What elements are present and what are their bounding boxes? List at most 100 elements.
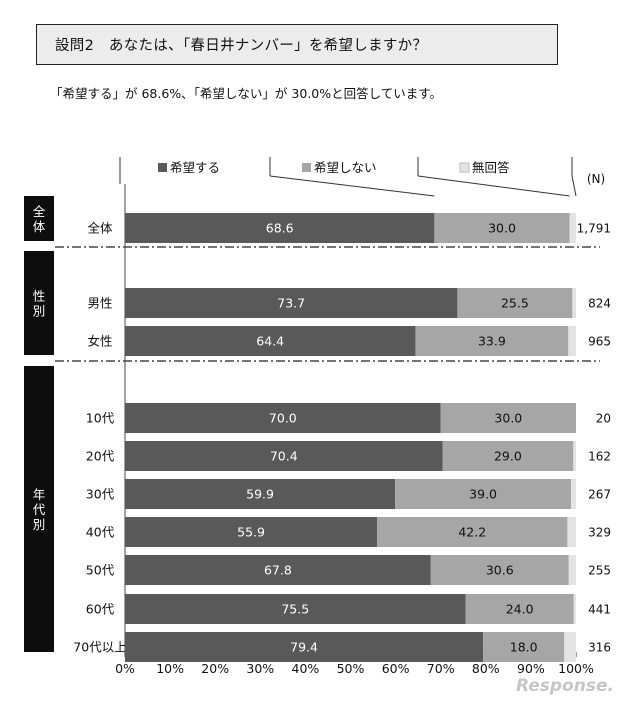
n-value: 267 — [588, 488, 611, 502]
n-value: 965 — [588, 335, 611, 349]
legend-marker-3 — [459, 162, 470, 173]
bar-1-segment — [125, 326, 416, 356]
x-tick-label: 80% — [472, 661, 500, 676]
category-label: 20代 — [86, 449, 115, 464]
bar-data-label: 70.4 — [270, 449, 298, 464]
bar-2-segment — [377, 517, 568, 547]
bar-2-segment — [430, 555, 569, 585]
category-label: 50代 — [86, 563, 115, 578]
n-value: 824 — [588, 297, 611, 311]
x-tick-label: 40% — [292, 661, 320, 676]
legend-leader — [571, 175, 577, 197]
bar-1-segment — [125, 403, 441, 433]
bar-data-label: 30.0 — [488, 221, 516, 236]
bar-3-segment — [572, 288, 576, 318]
category-label: 全体 — [87, 221, 113, 236]
bar-3-segment — [567, 517, 576, 547]
bar-3-segment — [568, 555, 576, 585]
x-tick-label: 90% — [517, 661, 545, 676]
bar-data-label: 75.5 — [281, 602, 309, 617]
n-column-header: (N) — [587, 172, 605, 186]
bar-data-label: 67.8 — [264, 563, 292, 578]
group-label-char: 性 — [33, 289, 46, 304]
x-tick-label: 70% — [427, 661, 455, 676]
bar-data-label: 70.0 — [269, 411, 297, 426]
category-label: 60代 — [86, 602, 115, 617]
bar-1-segment — [125, 441, 443, 471]
bar-2-segment — [457, 288, 573, 318]
bar-3-segment — [573, 441, 576, 471]
bar-1-segment — [125, 632, 484, 662]
legend-label-3: 無回答 — [472, 160, 510, 175]
x-tick-label: 0% — [115, 661, 135, 676]
legend-label-1: 希望する — [170, 160, 220, 175]
bar-data-label: 73.7 — [277, 296, 305, 311]
category-label: 10代 — [86, 411, 115, 426]
legend-marker-2 — [302, 163, 311, 172]
bar-data-label: 18.0 — [510, 640, 538, 655]
legend-leader — [417, 175, 570, 197]
category-label: 30代 — [86, 487, 115, 502]
group-box — [24, 251, 54, 355]
bar-2-segment — [434, 213, 570, 243]
category-label: 40代 — [86, 525, 115, 540]
bar-3-segment — [569, 213, 576, 243]
n-value: 441 — [588, 603, 611, 617]
summary-text: 「希望する」が 68.6%、「希望しない」が 30.0%と回答しています。 — [50, 86, 442, 101]
x-tick-label: 60% — [382, 661, 410, 676]
bar-1-segment — [125, 517, 378, 547]
legend-marker-1 — [158, 163, 167, 172]
bar-data-label: 42.2 — [458, 525, 486, 540]
bar-2-segment — [442, 441, 574, 471]
n-value: 329 — [588, 526, 611, 540]
legend-label-2: 希望しない — [314, 160, 377, 175]
x-tick-label: 100% — [558, 661, 594, 676]
bar-data-label: 30.6 — [486, 563, 514, 578]
group-box — [24, 196, 54, 241]
group-box — [24, 366, 54, 652]
group-label-char: 年 — [33, 487, 46, 502]
n-value: 162 — [588, 450, 611, 464]
bar-2-segment — [465, 594, 574, 624]
bar-1-segment — [125, 555, 431, 585]
bar-2-segment — [395, 479, 572, 509]
bar-1-segment — [125, 479, 396, 509]
bar-3-segment — [573, 594, 576, 624]
bar-1-segment — [125, 213, 435, 243]
bar-data-label: 25.5 — [501, 296, 529, 311]
bar-data-label: 29.0 — [494, 449, 522, 464]
category-label: 女性 — [87, 334, 112, 349]
n-value: 1,791 — [577, 222, 611, 236]
group-label-char: 全 — [33, 204, 46, 219]
n-value: 316 — [588, 641, 611, 655]
bar-3-segment — [571, 479, 576, 509]
x-tick-label: 50% — [337, 661, 365, 676]
bar-data-label: 55.9 — [237, 525, 265, 540]
bar-data-label: 24.0 — [506, 602, 534, 617]
bar-data-label: 39.0 — [469, 487, 497, 502]
bar-1-segment — [125, 288, 458, 318]
x-tick-label: 20% — [201, 661, 229, 676]
bar-data-label: 30.0 — [494, 411, 522, 426]
group-label-char: 別 — [33, 517, 46, 532]
bar-2-segment — [440, 403, 576, 433]
group-label-char: 代 — [33, 502, 46, 517]
x-tick-label: 30% — [246, 661, 274, 676]
bar-3-segment — [564, 632, 576, 662]
bar-data-label: 68.6 — [266, 221, 294, 236]
response-watermark: Response. — [516, 676, 614, 696]
category-label: 70代以上 — [73, 640, 126, 655]
question-title: 設問2 あなたは、「春日井ナンバー」を希望しますか？ — [36, 24, 558, 65]
bar-data-label: 59.9 — [246, 487, 274, 502]
bar-2-segment — [483, 632, 565, 662]
x-tick-label: 10% — [156, 661, 184, 676]
bar-3-segment — [568, 326, 576, 356]
bar-1-segment — [125, 594, 466, 624]
group-label-char: 体 — [33, 219, 46, 234]
bar-data-label: 64.4 — [256, 334, 284, 349]
bar-2-segment — [415, 326, 569, 356]
bar-data-label: 79.4 — [290, 640, 318, 655]
group-label-char: 別 — [33, 304, 46, 319]
n-value: 255 — [588, 564, 611, 578]
